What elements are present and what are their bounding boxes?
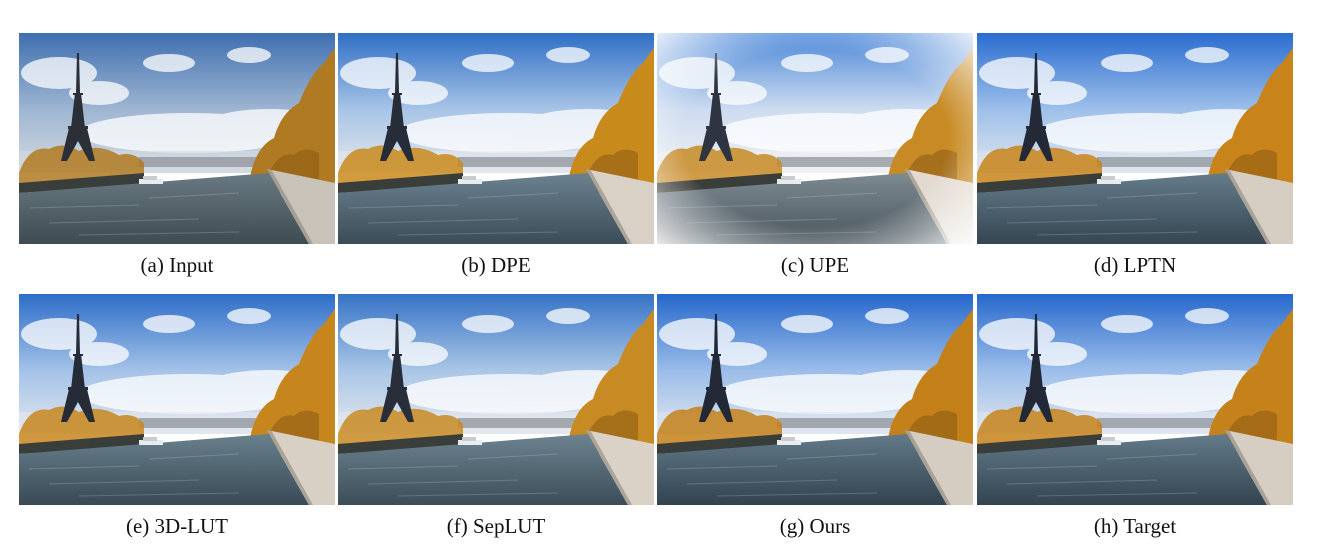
panel-image-c: [657, 33, 973, 244]
panel-caption-h: (h) Target: [1093, 514, 1177, 538]
panel-image-e: [19, 294, 335, 505]
panel-caption-c: (c) UPE: [780, 253, 850, 277]
panel-image-h: [977, 294, 1293, 505]
panel-caption-g: (g) Ours: [779, 514, 851, 538]
panel-image-d: [977, 33, 1293, 244]
panel-caption-d: (d) LPTN: [1093, 253, 1177, 277]
panel-caption-b: (b) DPE: [461, 253, 531, 277]
panel-caption-f: (f) SepLUT: [446, 514, 546, 538]
panel-image-g: [657, 294, 973, 505]
panel-image-f: [338, 294, 654, 505]
panel-image-a: [19, 33, 335, 244]
panel-caption-e: (e) 3D-LUT: [125, 514, 229, 538]
panel-caption-a: (a) Input: [140, 253, 214, 277]
panel-image-b: [338, 33, 654, 244]
